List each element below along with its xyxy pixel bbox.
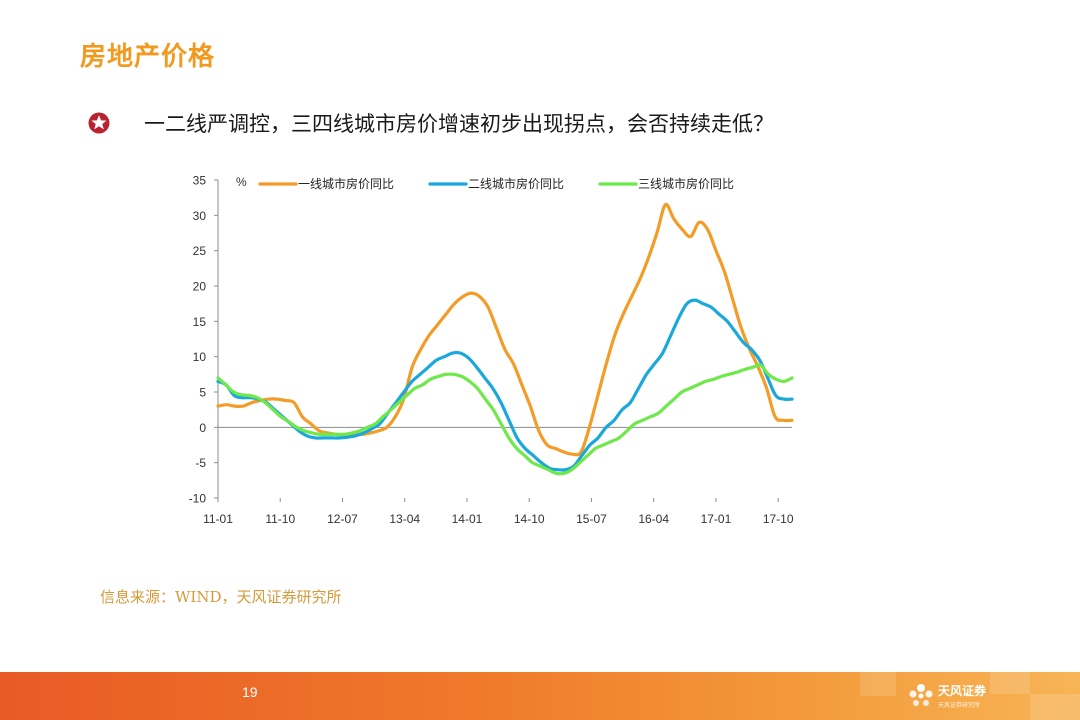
x-tick-label: 13-04: [389, 512, 420, 526]
page-number: 19: [242, 684, 258, 700]
x-tick-label: 11-10: [265, 512, 295, 526]
footer-decor: [1030, 694, 1080, 720]
y-tick-label: 30: [193, 209, 207, 223]
flower-logo-icon: [909, 684, 933, 706]
y-tick-label: 5: [199, 386, 206, 400]
source-note: 信息来源：WIND，天风证券研究所: [100, 588, 342, 606]
chart-series: [216, 202, 794, 476]
x-tick-label: 16-04: [638, 512, 669, 526]
x-tick-label: 14-10: [514, 512, 545, 526]
y-tick-label: 10: [193, 350, 207, 364]
bullet-text: 一二线严调控，三四线城市房价增速初步出现拐点，会否持续走低？: [144, 112, 774, 136]
x-tick-label: 11-01: [203, 512, 233, 526]
x-tick-label: 12-07: [327, 512, 358, 526]
legend-label: 三线城市房价同比: [638, 176, 734, 191]
y-tick-label: 25: [193, 244, 207, 258]
footer-bar: 19 天风证券 天风证券研究所: [0, 672, 1080, 720]
legend-label: 二线城市房价同比: [468, 176, 564, 191]
footer-decor: [860, 672, 896, 696]
series-tier1-line: [216, 202, 794, 457]
y-tick-label: 15: [193, 315, 207, 329]
footer-decor: [990, 672, 1030, 694]
logo-subtext: 天风证券研究所: [938, 702, 981, 709]
x-tick-label: 14-01: [452, 512, 483, 526]
y-unit-label: %: [236, 175, 247, 189]
line-chart: 35 30 25 20 15 10 5 0 -5 -10% 11-01 11-10 12-07 13-04…: [189, 174, 794, 527]
series-tier2-line: [216, 298, 794, 472]
x-tick-label: 17-01: [701, 512, 732, 526]
star-bullet-icon: [88, 112, 110, 134]
page-title: 房地产价格: [80, 42, 216, 72]
company-logo: 天风证券 天风证券研究所: [906, 680, 1036, 714]
x-tick-label: 15-07: [576, 512, 607, 526]
series-tier3-line: [216, 363, 794, 476]
y-tick-label: -10: [189, 492, 207, 506]
logo-text: 天风证券: [938, 684, 987, 698]
y-tick-label: 20: [193, 280, 207, 294]
y-tick-label: 0: [199, 421, 206, 435]
y-tick-label: -5: [195, 456, 206, 470]
chart-legend: 一线城市房价同比 二线城市房价同比 三线城市房价同比: [258, 176, 734, 191]
chart-axes: 35 30 25 20 15 10 5 0 -5 -10% 11-01 11-10 12-07 13-04…: [189, 174, 794, 527]
y-tick-label: 35: [193, 174, 207, 188]
x-tick-label: 17-10: [763, 512, 794, 526]
legend-label: 一线城市房价同比: [298, 176, 394, 191]
